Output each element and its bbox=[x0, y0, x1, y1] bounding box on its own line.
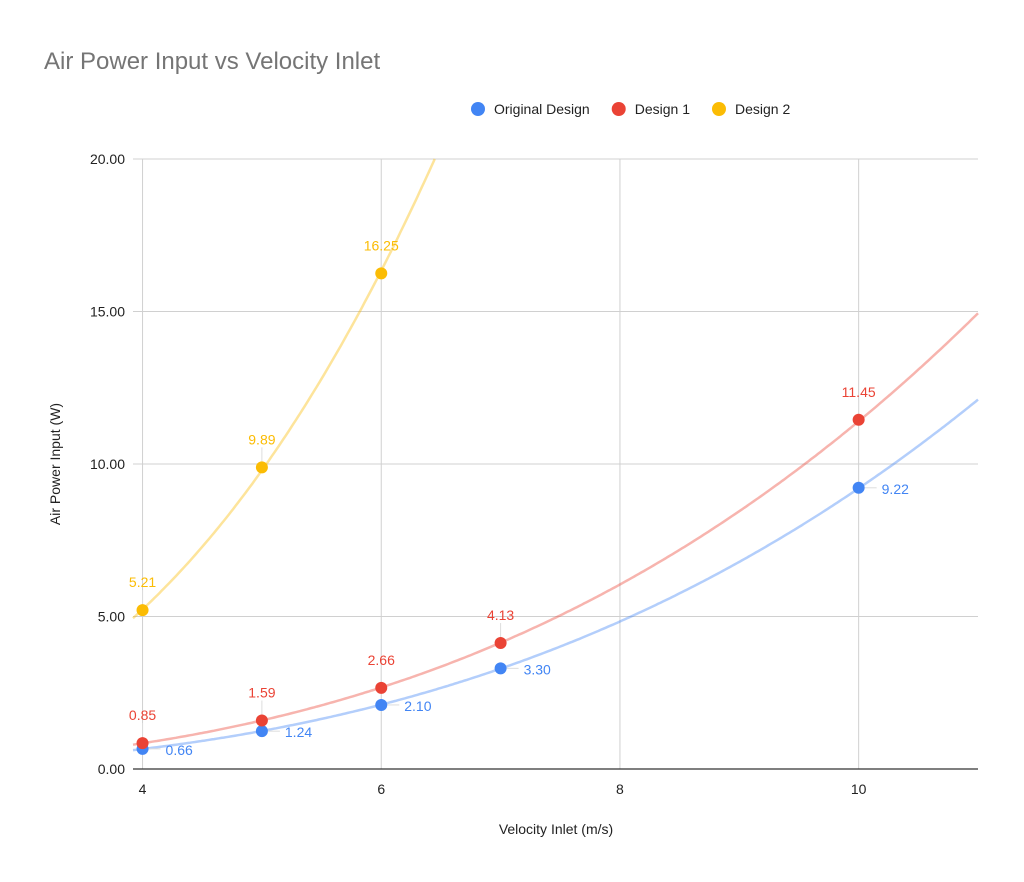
data-points: 0.66 1.24 2.10 3.30 9.22 0.85 1.59 2.66 4.13 11.4… bbox=[129, 237, 909, 757]
data-point bbox=[375, 267, 388, 280]
legend-label: Design 2 bbox=[735, 101, 790, 117]
legend-marker bbox=[711, 102, 726, 116]
legend: Original Design Design 1 Design 2 bbox=[471, 101, 790, 117]
data-point bbox=[494, 662, 507, 675]
y-tick-label: 0.00 bbox=[98, 761, 125, 777]
legend-label: Design 1 bbox=[635, 101, 690, 117]
data-label: 2.66 bbox=[368, 652, 395, 668]
legend-label: Original Design bbox=[494, 101, 590, 117]
x-tick-label: 6 bbox=[377, 781, 385, 797]
y-tick-label: 5.00 bbox=[98, 609, 125, 625]
data-point bbox=[255, 461, 268, 474]
trendline bbox=[132, 398, 979, 752]
data-point bbox=[255, 725, 268, 738]
x-axis-label: Velocity Inlet (m/s) bbox=[499, 821, 613, 837]
data-label: 4.13 bbox=[487, 607, 514, 623]
data-point bbox=[136, 604, 149, 617]
trendlines bbox=[132, 158, 979, 752]
y-tick-label: 20.00 bbox=[90, 151, 125, 167]
data-label: 0.85 bbox=[129, 707, 156, 723]
data-label: 1.59 bbox=[248, 685, 275, 701]
data-point bbox=[494, 637, 507, 650]
data-point bbox=[852, 481, 865, 494]
legend-marker bbox=[611, 102, 626, 116]
data-label: 2.10 bbox=[404, 698, 431, 714]
data-label: 5.21 bbox=[129, 574, 156, 590]
data-label: 0.66 bbox=[166, 742, 193, 758]
trendline bbox=[132, 158, 436, 620]
data-label: 9.89 bbox=[248, 431, 275, 447]
y-axis-label: Air Power Input (W) bbox=[47, 403, 63, 525]
x-tick-label: 8 bbox=[616, 781, 624, 797]
data-label: 11.45 bbox=[842, 384, 876, 400]
data-label: 9.22 bbox=[882, 481, 909, 497]
chart-title: Air Power Input vs Velocity Inlet bbox=[44, 48, 380, 75]
y-tick-label: 10.00 bbox=[90, 456, 125, 472]
data-label: 1.24 bbox=[285, 724, 312, 740]
legend-marker bbox=[471, 102, 485, 116]
data-point bbox=[852, 413, 865, 426]
y-tick-label: 15.00 bbox=[90, 304, 125, 320]
data-label: 3.30 bbox=[524, 661, 551, 677]
data-point bbox=[375, 681, 388, 694]
data-point bbox=[255, 714, 268, 727]
x-tick-label: 4 bbox=[139, 781, 147, 797]
trendline bbox=[132, 312, 979, 746]
data-point bbox=[136, 737, 149, 750]
gridlines: 0.00 5.00 10.00 15.00 20.00 4 6 8 10 bbox=[90, 151, 978, 797]
data-point bbox=[375, 698, 388, 711]
data-label: 16.25 bbox=[364, 237, 399, 253]
x-tick-label: 10 bbox=[851, 781, 867, 797]
